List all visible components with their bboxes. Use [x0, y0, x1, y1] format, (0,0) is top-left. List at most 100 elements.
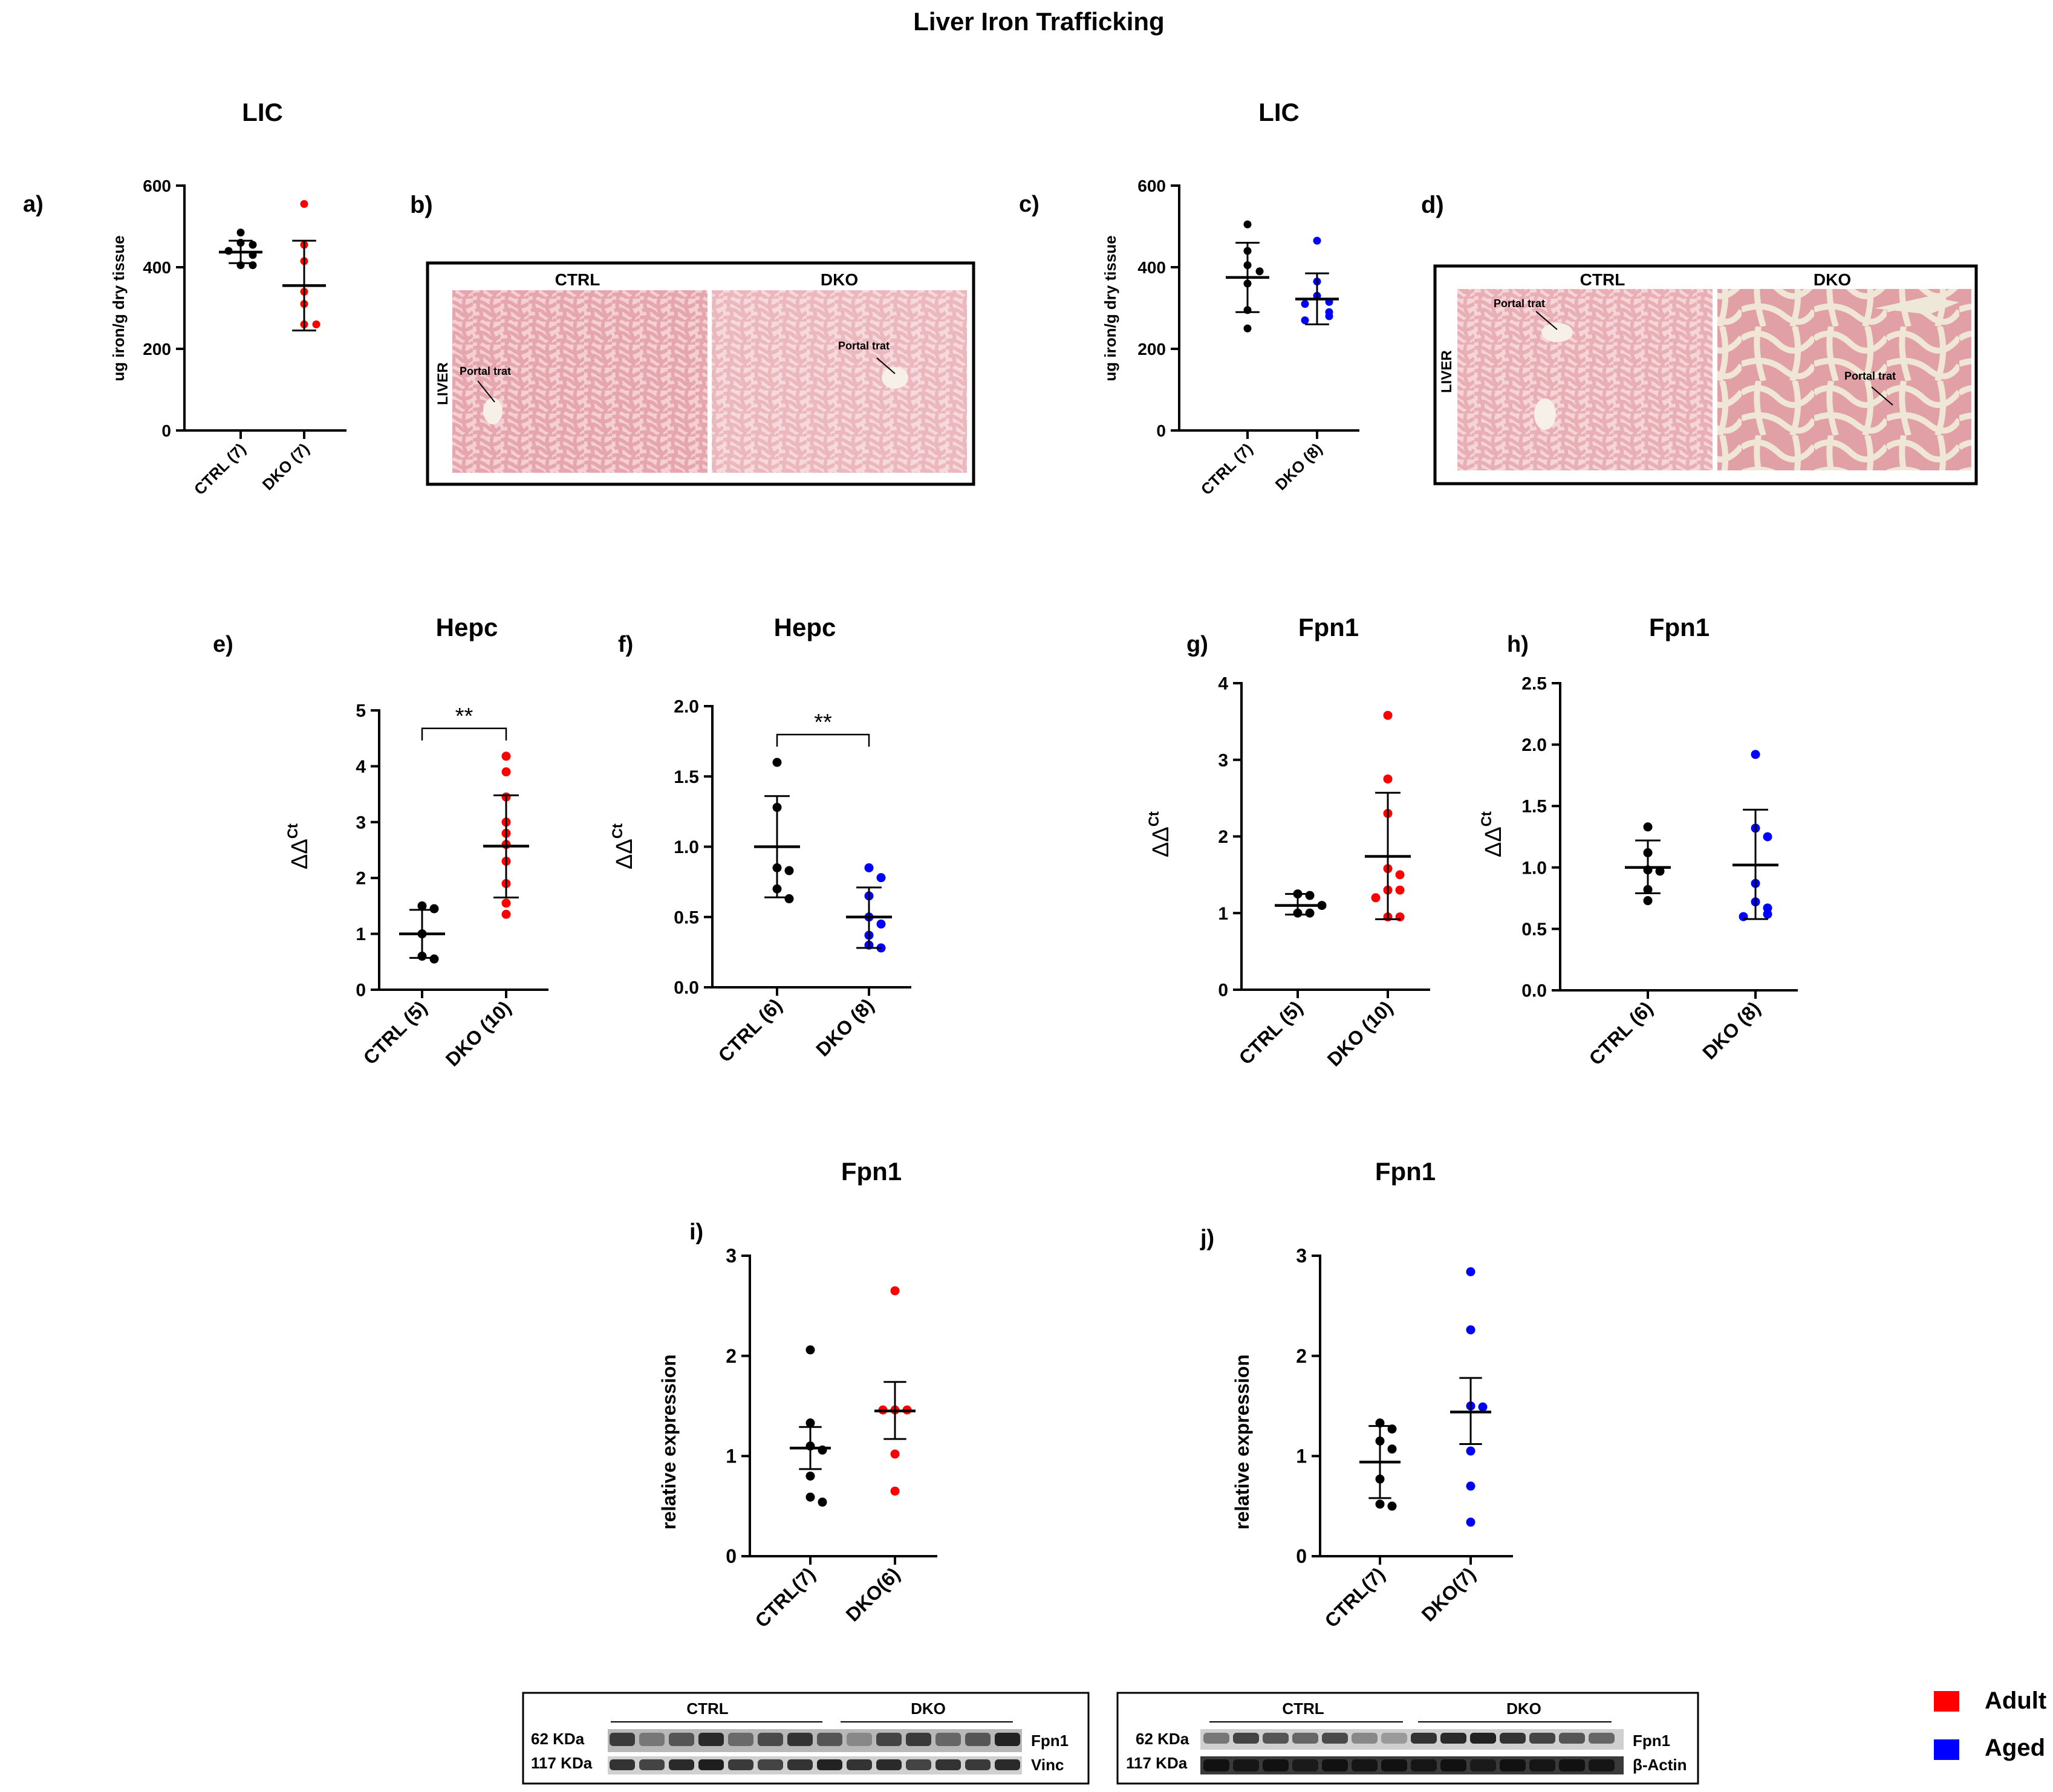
data-point [805, 1471, 815, 1481]
legend-swatch-aged [1934, 1739, 1959, 1760]
blot-kda-1: 62 KDa [1136, 1730, 1189, 1748]
data-point [249, 241, 257, 249]
blot-band [669, 1759, 694, 1770]
data-point [890, 1286, 900, 1296]
data-point [805, 1345, 815, 1355]
blot-band [1233, 1759, 1259, 1771]
y-axis-label-sup: Ct [1479, 811, 1495, 826]
x-tick-label: CTRL (5) [359, 996, 431, 1068]
blot-band [610, 1733, 635, 1746]
y-tick-label: 0 [161, 421, 171, 440]
legend-label-aged: Aged [1985, 1735, 2045, 1761]
annotation-line [1871, 386, 1893, 406]
chart-title: Fpn1 [1375, 1157, 1436, 1186]
histology-image-ctrl [452, 290, 708, 473]
y-tick-label: 2 [1218, 827, 1228, 847]
blot-band [995, 1733, 1020, 1746]
blot-band [1529, 1733, 1555, 1744]
data-point [1466, 1518, 1475, 1527]
histology-label-dko: DKO [821, 270, 858, 289]
data-point [1763, 909, 1772, 919]
data-point [312, 320, 320, 328]
blot-band [1411, 1733, 1437, 1744]
y-tick-label: 0.5 [1521, 920, 1547, 940]
data-point [429, 954, 439, 964]
y-axis-label-sup: Ct [285, 823, 301, 839]
blot-bands [610, 1733, 1020, 1770]
data-point [236, 229, 245, 237]
blot-band [787, 1733, 813, 1746]
y-tick-label: 4 [1218, 674, 1228, 694]
blot-band [1500, 1733, 1526, 1744]
blot-band [1470, 1733, 1496, 1744]
panel-j-chart: Fpn1 j) 0 1 2 3 relative expression CTRL(7) DKO(… [1200, 1157, 1513, 1632]
blot-band [1589, 1733, 1615, 1744]
y-axis-label: ug iron/g dry tissue [1101, 235, 1119, 381]
y-tick-label: 400 [143, 258, 171, 277]
y-axis-label: ΔΔCt [1479, 811, 1506, 857]
chart-title: LIC [242, 98, 283, 126]
blot-band [876, 1759, 902, 1770]
data-point [1325, 312, 1333, 320]
blot-band [728, 1733, 753, 1746]
chart-title: Fpn1 [1298, 613, 1359, 641]
blot-band [1352, 1759, 1378, 1771]
data-point [876, 919, 886, 929]
y-tick-label: 2.0 [674, 697, 699, 717]
y-tick-label: 1 [726, 1446, 737, 1467]
blot-band [1559, 1733, 1585, 1744]
panel-letter: b) [410, 192, 433, 218]
y-axis-label: relative expression [658, 1354, 680, 1530]
blot-band [1352, 1733, 1378, 1744]
y-tick-label: 3 [726, 1245, 737, 1267]
y-axis-label-sup: Ct [1146, 811, 1162, 826]
panel-b-histology: b) CTRL DKO LIVER Portal trat Portal tra… [410, 192, 975, 486]
data-point [1643, 896, 1653, 906]
blot-band [698, 1759, 724, 1770]
histology-label-dko: DKO [1814, 270, 1851, 289]
x-tick-label: CTRL (7) [190, 440, 249, 498]
blot-band [906, 1759, 931, 1770]
chart-title: Fpn1 [1649, 613, 1710, 641]
data-point [784, 894, 794, 904]
figure-title: Liver Iron Trafficking [913, 7, 1164, 36]
blot-band [1203, 1733, 1229, 1744]
data-point [300, 200, 308, 208]
blot-band [1559, 1759, 1585, 1771]
panel-g-chart: Fpn1 g) 0 1 2 3 4 ΔΔCt CTRL (5) DKO (10) [1146, 613, 1430, 1071]
y-tick-label: 0.5 [674, 907, 699, 927]
blot-band [847, 1733, 872, 1746]
panel-letter: i) [689, 1219, 703, 1245]
x-tick-label: DKO (7) [259, 440, 313, 494]
blot-band [1440, 1759, 1466, 1771]
blot-band [1381, 1759, 1407, 1771]
blot-group-ctrl: CTRL [686, 1699, 728, 1718]
data-point [1466, 1267, 1475, 1277]
panel-letter: e) [213, 632, 233, 657]
panel-d-histology: d) CTRL DKO LIVER Portal trat Portal tra… [1421, 192, 1978, 485]
blot-band [817, 1759, 842, 1770]
blot-protein-1: Fpn1 [1633, 1732, 1670, 1750]
blot-band [610, 1759, 635, 1770]
y-tick-label: 0 [356, 981, 366, 1001]
blot-band [639, 1759, 665, 1770]
data-point [1383, 774, 1393, 784]
annotation-portal-trat: Portal trat [1494, 297, 1545, 310]
y-axis-label: relative expression [1231, 1354, 1253, 1530]
data-point [1655, 866, 1665, 876]
y-tick-label: 3 [356, 813, 366, 833]
blot-band [1322, 1759, 1348, 1771]
blot-band [1233, 1733, 1259, 1744]
data-point [1243, 220, 1252, 229]
blot-band [1440, 1733, 1466, 1744]
data-point [805, 1492, 815, 1502]
blot-group-ctrl: CTRL [1282, 1699, 1324, 1718]
histology-label-ctrl: CTRL [1580, 270, 1625, 289]
y-tick-label: 1.5 [1521, 797, 1547, 817]
blot-bands [1203, 1733, 1615, 1771]
blot-band [935, 1733, 961, 1746]
y-axis-label: ΔΔCt [610, 823, 637, 869]
panel-i-chart: Fpn1 i) 0 1 2 3 relative expression CTRL(7) DKO(… [658, 1157, 937, 1632]
y-tick-label: 0 [1156, 421, 1166, 440]
